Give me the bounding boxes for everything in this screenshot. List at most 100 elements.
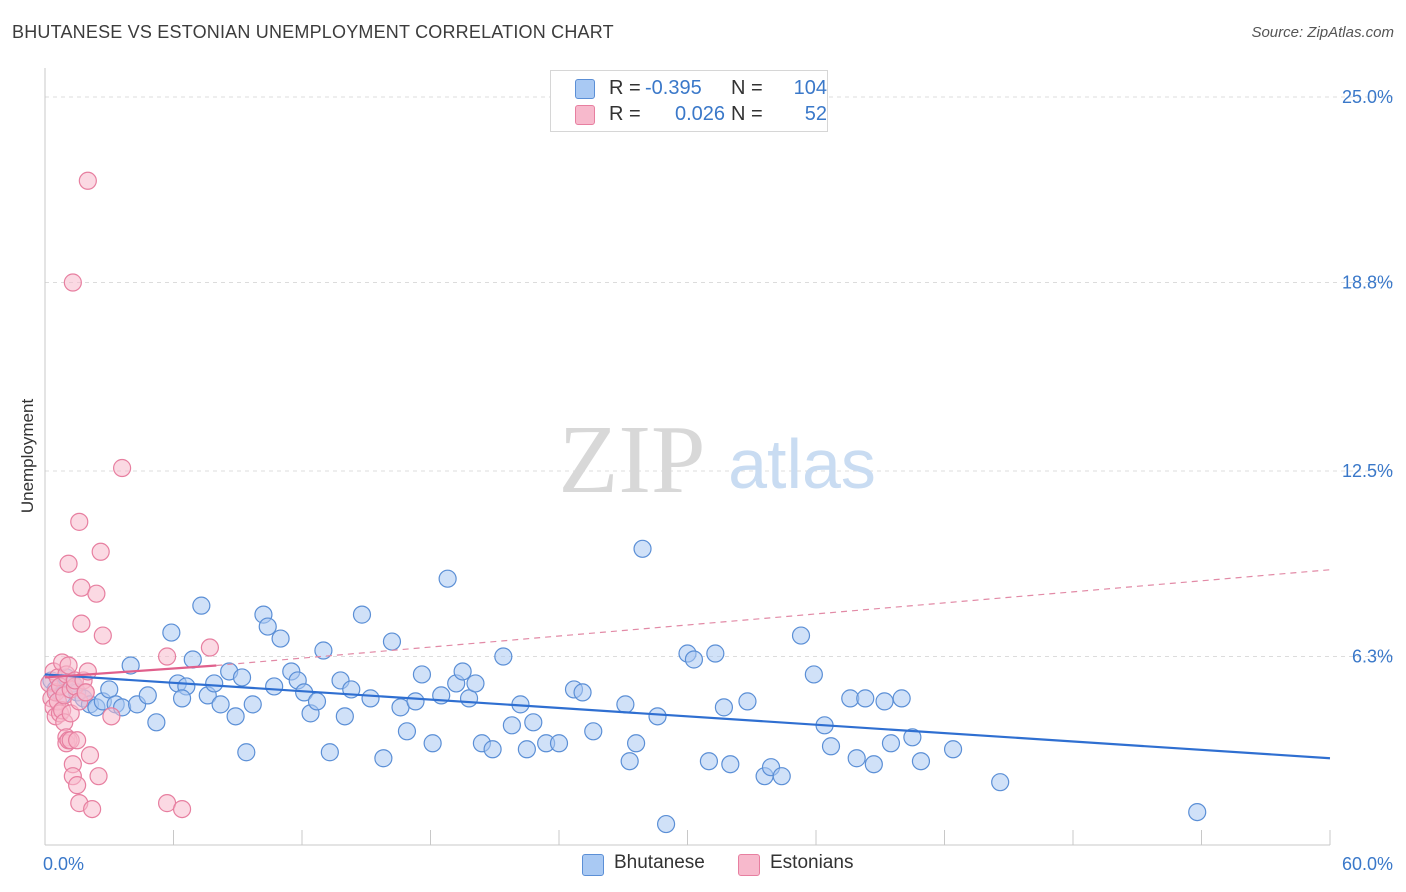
data-point	[892, 689, 911, 708]
data-point	[648, 707, 667, 726]
data-point	[423, 734, 442, 753]
data-point	[620, 752, 639, 771]
data-point	[524, 713, 543, 732]
y-tick-label: 25.0%	[1342, 87, 1393, 107]
bottom-legend-label: Bhutanese	[614, 852, 705, 873]
data-point	[172, 799, 192, 819]
data-point	[453, 662, 472, 681]
data-point	[804, 665, 823, 684]
data-point	[172, 689, 192, 708]
data-point	[875, 692, 894, 711]
data-point	[91, 542, 110, 561]
data-point	[271, 629, 290, 648]
data-point	[320, 743, 339, 762]
data-point	[93, 626, 112, 645]
data-point	[361, 689, 380, 708]
series-estonians	[40, 171, 220, 819]
data-point	[911, 752, 931, 771]
data-point	[991, 773, 1010, 792]
data-point	[258, 617, 277, 636]
data-point	[87, 584, 106, 603]
data-point	[1188, 802, 1207, 822]
data-point	[881, 734, 901, 753]
legend-n-label: N =	[731, 77, 763, 99]
data-point	[205, 674, 224, 693]
legend-n-value: 52	[804, 103, 827, 125]
data-point	[656, 814, 676, 834]
y-tick-label: 6.3%	[1352, 647, 1393, 667]
trend-lines	[44, 569, 1331, 760]
data-point	[243, 695, 262, 714]
data-point	[76, 683, 95, 702]
tick-labels: 6.3% 12.5% 18.8% 25.0% 0.0% 60.0%	[43, 87, 1393, 874]
data-point	[821, 737, 841, 756]
data-point	[438, 569, 457, 588]
legend-r-value: -0.395	[645, 77, 702, 99]
x-tick-label: 60.0%	[1342, 854, 1393, 874]
data-point	[374, 749, 393, 768]
data-point	[633, 539, 652, 558]
data-point	[466, 674, 485, 693]
watermark-atlas: atlas	[728, 425, 876, 503]
data-point	[147, 713, 166, 732]
data-point	[943, 740, 963, 759]
legend-swatch-estonians	[575, 105, 595, 125]
legend-r-label: R =	[609, 103, 641, 125]
data-point	[699, 752, 719, 771]
data-point	[847, 749, 866, 768]
data-point	[237, 743, 256, 762]
trend-line-estonians	[44, 664, 217, 679]
data-point	[791, 626, 811, 645]
data-point	[616, 695, 635, 714]
data-point	[397, 722, 417, 741]
data-point	[706, 644, 725, 663]
bottom-legend-label: Estonians	[770, 852, 854, 873]
data-point	[80, 746, 100, 765]
data-point	[335, 707, 354, 726]
data-point	[483, 740, 502, 759]
data-point	[183, 650, 202, 669]
x-tick-label: 0.0%	[43, 854, 84, 874]
data-point	[494, 647, 513, 666]
data-point	[721, 755, 740, 774]
data-point	[232, 668, 252, 687]
data-point	[265, 677, 284, 696]
data-point	[226, 707, 245, 726]
data-point	[307, 692, 327, 711]
data-point	[584, 722, 603, 741]
data-point	[626, 734, 646, 753]
legend-r-value: 0.026	[675, 103, 726, 125]
data-point	[856, 689, 875, 708]
data-point	[100, 680, 119, 699]
data-point	[59, 656, 78, 675]
data-point	[162, 623, 181, 642]
data-point	[63, 273, 82, 292]
legend-r-label: R =	[609, 77, 641, 99]
data-point	[772, 767, 791, 786]
legend-swatch-bhutanese	[575, 79, 595, 99]
trend-line-estonians-dashed	[216, 569, 1331, 667]
data-point	[738, 692, 757, 711]
data-point	[573, 683, 592, 702]
data-point	[903, 728, 922, 747]
watermark: ZIP atlas	[559, 406, 876, 514]
data-point	[68, 776, 87, 795]
y-tick-label: 18.8%	[1342, 273, 1393, 293]
data-point	[72, 614, 91, 633]
series-layer	[40, 171, 1207, 834]
chart-title: BHUTANESE VS ESTONIAN UNEMPLOYMENT CORRE…	[12, 22, 614, 42]
correlation-legend: R = -0.395 N = 104 R = 0.026 N = 52	[550, 70, 828, 132]
trend-line-bhutanese	[44, 673, 1331, 760]
data-point	[549, 734, 569, 753]
data-point	[138, 686, 157, 705]
bottom-swatch-estonians	[738, 854, 760, 876]
data-point	[78, 171, 97, 190]
data-point	[121, 656, 140, 675]
series-bhutanese	[42, 539, 1207, 834]
data-point	[352, 605, 372, 624]
data-point	[684, 650, 704, 669]
axes	[44, 68, 1331, 846]
data-point	[406, 692, 425, 711]
data-point	[382, 632, 402, 651]
